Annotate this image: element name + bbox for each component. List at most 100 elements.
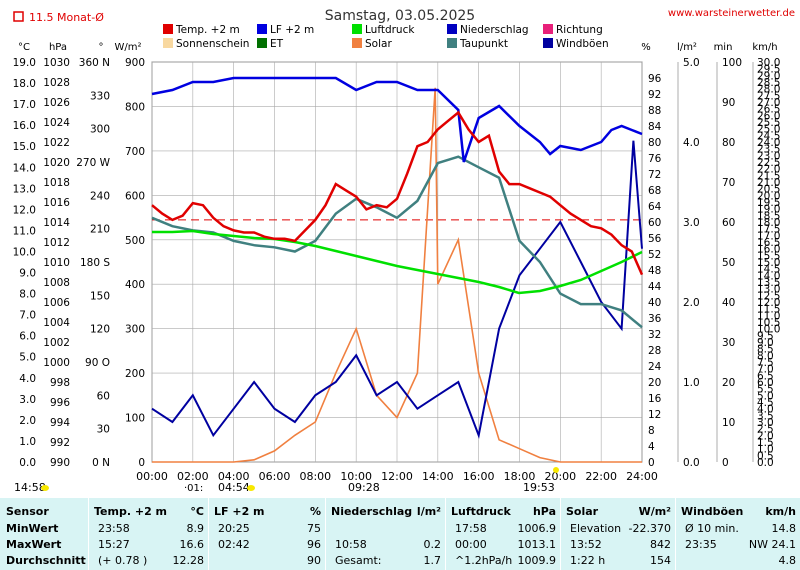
x-tick-label: 06:00 bbox=[259, 470, 291, 483]
pct-tick-label: 64 bbox=[648, 201, 662, 213]
pct-tick-label: 76 bbox=[648, 153, 662, 165]
month-average-label: 11.5 Monat-Ø bbox=[29, 11, 104, 24]
taupunkt-series-line bbox=[151, 155, 643, 329]
legend-item: Windböen bbox=[556, 38, 609, 50]
pct-tick-label: 16 bbox=[648, 393, 662, 405]
hpa-tick-label: 1002 bbox=[43, 337, 70, 349]
kmh-tick-label: 21.0 bbox=[757, 177, 780, 189]
lm2-tick-label: 1.0 bbox=[683, 377, 700, 389]
kmh-tick-label: 3.0 bbox=[757, 417, 774, 429]
table-row-label: MinWert bbox=[6, 522, 59, 535]
min-tick-label: 40 bbox=[722, 297, 735, 309]
sunrise-label: 04:54 bbox=[218, 481, 250, 494]
pct-tick-label: 88 bbox=[648, 105, 661, 117]
kmh-tick-label: 28.5 bbox=[757, 77, 780, 89]
hpa-tick-label: 1000 bbox=[43, 357, 70, 369]
hpa-tick-label: 1020 bbox=[43, 157, 70, 169]
table-cell-value: 1013.1 bbox=[517, 538, 557, 551]
table-cell-value: -22.370 bbox=[628, 522, 671, 535]
table-header: Sensor bbox=[6, 505, 49, 518]
hpa-tick-label: 1006 bbox=[43, 297, 70, 309]
pct-tick-label: 12 bbox=[648, 409, 661, 421]
x-tick-label: 10:00 bbox=[340, 470, 372, 483]
table-cell-value: 1006.9 bbox=[517, 522, 557, 535]
kmh-tick-label: 15.5 bbox=[757, 250, 780, 262]
solar-series-line bbox=[152, 87, 642, 463]
kmh-tick-label: 30.0 bbox=[757, 57, 780, 69]
pct-tick-label: 48 bbox=[648, 265, 661, 277]
kmh-tick-label: 13.0 bbox=[757, 284, 780, 296]
kmh-tick-label: 19.0 bbox=[757, 204, 780, 216]
hpa-tick-label: 1010 bbox=[43, 257, 70, 269]
kmh-tick-label: 7.0 bbox=[757, 364, 774, 376]
temp-tick-label: 6.0 bbox=[19, 331, 36, 343]
hpa-tick-label: 996 bbox=[50, 397, 70, 409]
kmh-tick-label: 9.5 bbox=[757, 330, 774, 342]
table-header: LF +2 m bbox=[214, 505, 265, 518]
pct-tick-label: 72 bbox=[648, 169, 661, 181]
wm2-tick-label: 200 bbox=[125, 368, 145, 380]
kmh-tick-label: 12.5 bbox=[757, 290, 780, 302]
pct-tick-label: 0 bbox=[648, 457, 655, 469]
kmh-tick-label: 24.5 bbox=[757, 130, 780, 142]
table-cell-value: 75 bbox=[307, 522, 321, 535]
kmh-tick-label: 6.0 bbox=[757, 377, 774, 389]
legend-item: ET bbox=[270, 38, 284, 50]
kmh-tick-label: 4.5 bbox=[757, 397, 774, 409]
legend-item: Sonnenschein bbox=[176, 38, 249, 50]
table-header-unit: hPa bbox=[532, 505, 556, 518]
kmh-tick-label: 5.5 bbox=[757, 384, 774, 396]
temp-tick-label: 3.0 bbox=[19, 394, 36, 406]
deg-tick-label: 210 bbox=[90, 224, 110, 236]
right-unit-label: km/h bbox=[752, 42, 777, 53]
moon-rise-label: ·01: bbox=[184, 483, 203, 494]
month-marker-icon bbox=[13, 11, 24, 22]
kmh-tick-label: 11.5 bbox=[757, 304, 780, 316]
pct-tick-label: 84 bbox=[648, 121, 662, 133]
deg-tick-label: 330 bbox=[90, 90, 110, 102]
table-row-label: MaxWert bbox=[6, 538, 62, 551]
table-cell-time: 17:58 bbox=[455, 522, 487, 535]
kmh-tick-label: 26.5 bbox=[757, 104, 780, 116]
table-cell-value: 842 bbox=[650, 538, 671, 551]
kmh-tick-label: 23.0 bbox=[757, 150, 780, 162]
pct-tick-label: 28 bbox=[648, 345, 661, 357]
hpa-tick-label: 1028 bbox=[43, 77, 70, 89]
wm2-tick-label: 900 bbox=[125, 57, 145, 69]
kmh-tick-label: 1.5 bbox=[757, 437, 774, 449]
min-tick-label: 80 bbox=[722, 137, 735, 149]
lm2-tick-label: 5.0 bbox=[683, 57, 700, 69]
legend-swatch bbox=[257, 24, 267, 34]
table-cell-value: 14.8 bbox=[771, 522, 797, 535]
min-tick-label: 50 bbox=[722, 257, 735, 269]
temp-tick-label: 9.0 bbox=[19, 268, 36, 280]
kmh-tick-label: 25.5 bbox=[757, 117, 780, 129]
hpa-tick-label: 1016 bbox=[43, 197, 70, 209]
hpa-tick-label: 998 bbox=[50, 377, 70, 389]
temp-tick-label: 19.0 bbox=[13, 57, 36, 69]
legend-swatch bbox=[543, 24, 553, 34]
table-header-unit: °C bbox=[190, 505, 204, 518]
table-cell-value: NW 24.1 bbox=[748, 538, 796, 551]
legend-swatch bbox=[257, 38, 267, 48]
temp-tick-label: 2.0 bbox=[19, 415, 36, 427]
temp-tick-label: 18.0 bbox=[13, 78, 36, 90]
table-header: Niederschlag bbox=[331, 505, 413, 518]
legend-swatch bbox=[163, 24, 173, 34]
pct-tick-label: 56 bbox=[648, 233, 662, 245]
table-cell-value: 1.7 bbox=[423, 554, 442, 567]
pct-tick-label: 8 bbox=[648, 425, 655, 437]
table-divider bbox=[325, 498, 326, 570]
min-tick-label: 70 bbox=[722, 177, 735, 189]
kmh-tick-label: 7.5 bbox=[757, 357, 774, 369]
temp-tick-label: 11.0 bbox=[13, 225, 36, 237]
pct-tick-label: 92 bbox=[648, 89, 661, 101]
hpa-tick-label: 1012 bbox=[43, 237, 70, 249]
table-cell-time: 10:58 bbox=[335, 538, 367, 551]
legend-swatch bbox=[543, 38, 553, 48]
legend-item: Luftdruck bbox=[365, 24, 415, 36]
min-tick-label: 100 bbox=[722, 57, 742, 69]
current-time-label: 14:58 bbox=[14, 481, 46, 494]
kmh-tick-label: 10.5 bbox=[757, 317, 780, 329]
temp-tick-label: 4.0 bbox=[19, 373, 36, 385]
